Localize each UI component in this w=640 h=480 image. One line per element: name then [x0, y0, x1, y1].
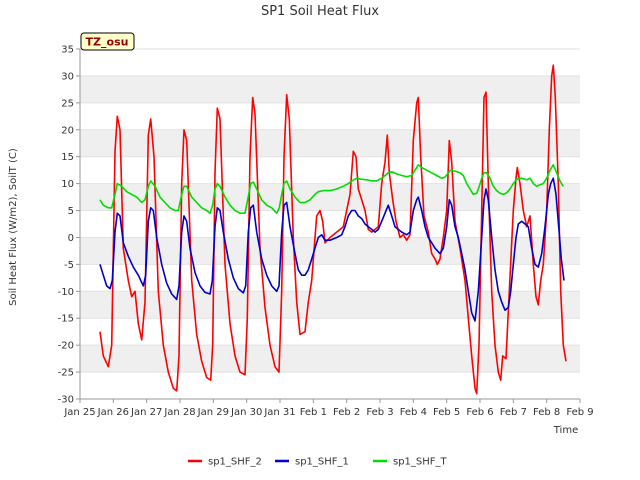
- y-tick-label: 15: [61, 152, 74, 163]
- legend-label-sp1_SHF_T: sp1_SHF_T: [393, 457, 448, 468]
- plot-band: [80, 318, 580, 346]
- x-tick-label: Feb 3: [366, 407, 393, 418]
- x-tick-label: Jan 30: [230, 407, 262, 418]
- axes: [79, 49, 580, 400]
- y-axis-label: Soil Heat Flux (W/m2), SoilT (C): [8, 148, 19, 306]
- timezone-badge-label: TZ_osu: [86, 36, 129, 49]
- y-tick-label: 30: [61, 71, 74, 82]
- x-tick-label: Jan 31: [263, 407, 295, 418]
- y-tick-label: 25: [61, 98, 74, 109]
- y-tick-label: 20: [61, 125, 74, 136]
- x-tick-label: Feb 7: [500, 407, 527, 418]
- y-tick-label: 5: [68, 206, 74, 217]
- x-tick-label: Feb 1: [300, 407, 327, 418]
- plot-band: [80, 102, 580, 130]
- x-tick-label: Feb 2: [333, 407, 360, 418]
- plot-band: [80, 75, 580, 103]
- plot-band: [80, 264, 580, 292]
- plot-band: [80, 210, 580, 238]
- plot-background: [80, 49, 580, 399]
- timezone-badge: TZ_osu: [80, 32, 135, 51]
- x-tick-label: Feb 5: [433, 407, 460, 418]
- plot-band: [80, 129, 580, 157]
- x-axis-label: Time: [553, 425, 578, 436]
- x-tick-label: Feb 4: [400, 407, 427, 418]
- series-line-sp1_SHF_1: [99, 177, 565, 322]
- y-tick-label: 0: [68, 233, 74, 244]
- x-tick-labels: Jan 25 Jan 26 Jan 27 Jan 28 Jan 29 Jan 30 Jan …: [63, 399, 594, 418]
- legend-label-sp1_SHF_1: sp1_SHF_1: [295, 457, 349, 468]
- y-tick-label: -5: [64, 260, 74, 271]
- y-tick-label: -10: [58, 287, 74, 298]
- y-tick-label: 35: [61, 45, 74, 56]
- plot-band: [80, 291, 580, 319]
- chart-title: SP1 Soil Heat Flux: [261, 4, 379, 19]
- y-tick-label: -30: [58, 395, 74, 406]
- x-tick-label: Jan 26: [97, 407, 129, 418]
- plot-band: [80, 372, 580, 399]
- plot-band: [80, 183, 580, 211]
- x-tick-label: Feb 9: [566, 407, 593, 418]
- x-tick-label: Jan 25: [63, 407, 95, 418]
- y-tick-label: -15: [58, 314, 74, 325]
- x-tick-label: Feb 8: [533, 407, 560, 418]
- series-line-sp1_SHF_2: [99, 64, 567, 395]
- x-tick-label: Jan 27: [130, 407, 162, 418]
- legend-label-sp1_SHF_2: sp1_SHF_2: [208, 457, 262, 468]
- x-tick-label: Jan 28: [163, 407, 195, 418]
- y-tick-labels: -30 -25 -20 -15 -10 -5 0 5 10 15 20 25 30 35: [58, 45, 80, 406]
- plot-band: [80, 156, 580, 184]
- series-line-sp1_SHF_T: [99, 164, 564, 214]
- y-tick-label: -25: [58, 368, 74, 379]
- y-tick-label: 10: [61, 179, 74, 190]
- plot-band: [80, 49, 580, 76]
- x-tick-label: Jan 29: [197, 407, 229, 418]
- x-tick-label: Feb 6: [466, 407, 493, 418]
- series-lines: [99, 64, 567, 395]
- plot-band: [80, 237, 580, 265]
- legend: sp1_SHF_2 sp1_SHF_1 sp1_SHF_T: [188, 457, 448, 468]
- y-tick-label: -20: [58, 341, 74, 352]
